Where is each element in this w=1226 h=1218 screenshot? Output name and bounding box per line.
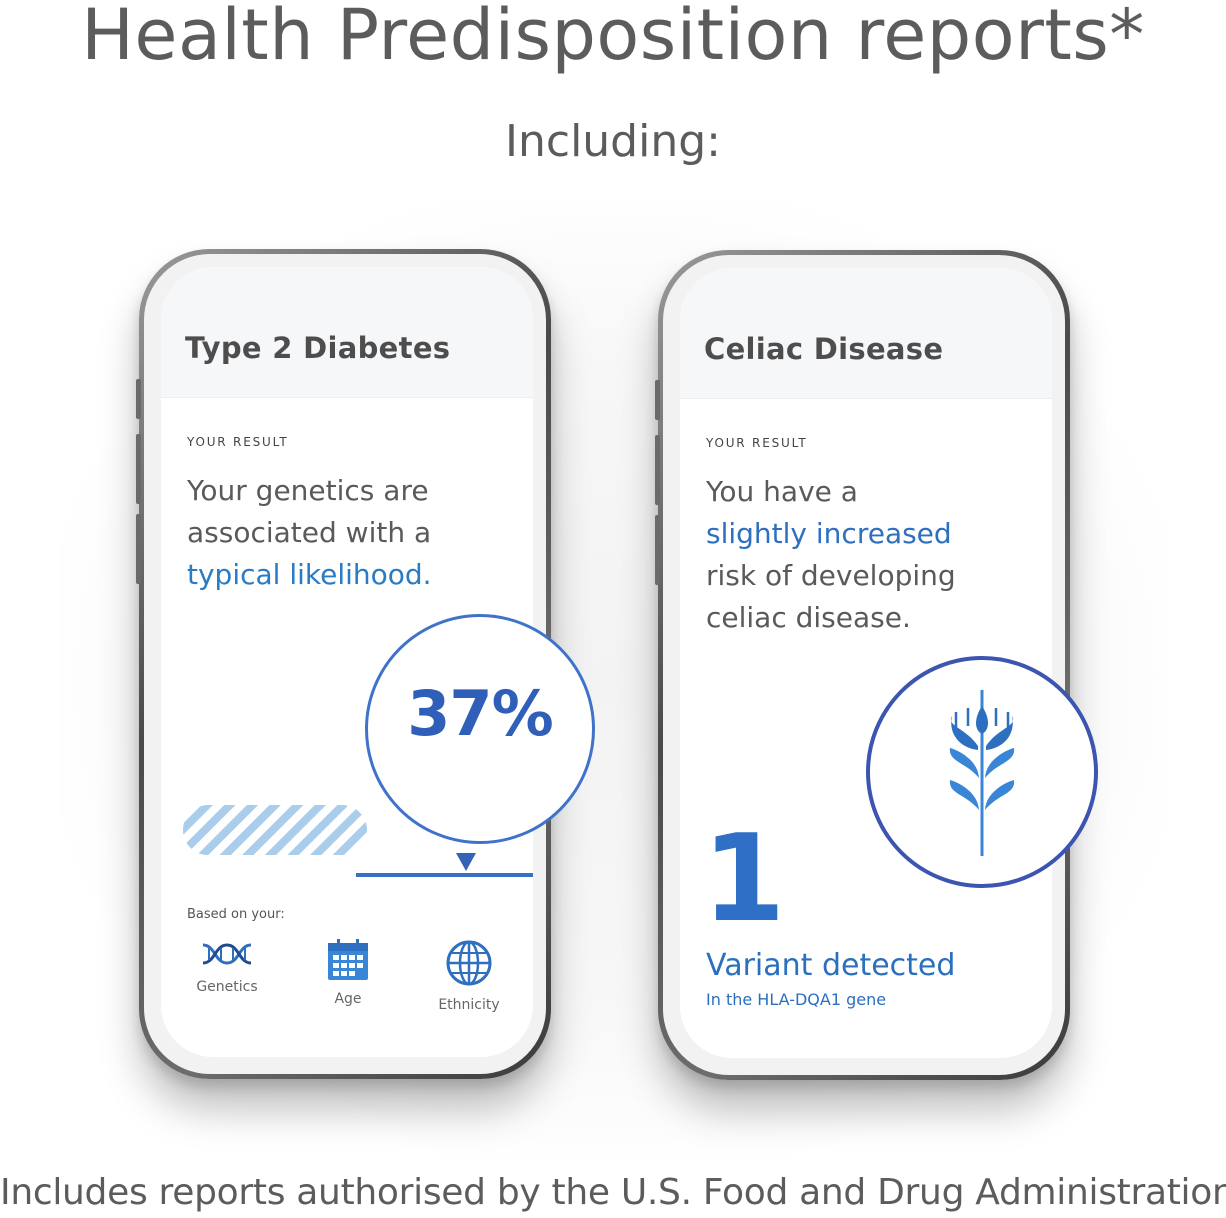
result-text-plain-2: risk of developing celiac disease.: [706, 559, 956, 634]
factor-label: Genetics: [196, 979, 258, 995]
based-on-label: Based on your:: [187, 907, 285, 922]
globe-icon: [446, 940, 492, 986]
factor-label: Ethnicity: [438, 997, 500, 1013]
result-text-plain: You have a: [706, 475, 858, 508]
card-title-diabetes: Type 2 Diabetes: [185, 331, 451, 365]
phone-side-button: [136, 514, 141, 584]
result-label: YOUR RESULT: [706, 436, 808, 450]
percent-bubble: 37%: [365, 614, 595, 844]
factor-age: Age: [298, 939, 398, 1007]
result-highlight: slightly increased: [706, 517, 952, 550]
calendar-icon: [328, 939, 368, 980]
wheat-icon: [949, 690, 1015, 856]
card-title-celiac: Celiac Disease: [704, 332, 944, 366]
phone-side-button: [136, 379, 141, 419]
card-header: Type 2 Diabetes: [161, 267, 533, 398]
variant-gene: In the HLA-DQA1 gene: [706, 990, 887, 1009]
result-text: Your genetics are associated with a typi…: [187, 470, 487, 596]
phone-side-button: [655, 515, 660, 585]
page-title: Health Predisposition reports*: [81, 0, 1145, 76]
phone-side-button: [655, 380, 660, 420]
variant-title: Variant detected: [706, 948, 956, 983]
page-subtitle: Including:: [505, 116, 721, 167]
wheat-bubble: [866, 656, 1098, 888]
variant-count: 1: [702, 810, 786, 949]
percent-value: 37%: [407, 677, 553, 750]
result-text-plain: Your genetics are associated with a: [187, 474, 432, 549]
dna-icon: [202, 943, 252, 965]
factor-label: Age: [334, 991, 362, 1007]
result-highlight: typical likelihood.: [187, 558, 432, 591]
footer-note: Includes reports authorised by the U.S. …: [0, 1172, 1226, 1213]
phone-side-button: [655, 435, 660, 505]
factor-genetics: Genetics: [177, 939, 277, 995]
likelihood-range-bar: [183, 805, 367, 855]
result-text: You have a slightly increased risk of deve…: [706, 471, 996, 639]
result-label: YOUR RESULT: [187, 435, 289, 449]
likelihood-pointer: [356, 853, 533, 877]
card-header: Celiac Disease: [680, 268, 1052, 399]
phone-side-button: [136, 434, 141, 504]
factor-ethnicity: Ethnicity: [419, 939, 519, 1013]
